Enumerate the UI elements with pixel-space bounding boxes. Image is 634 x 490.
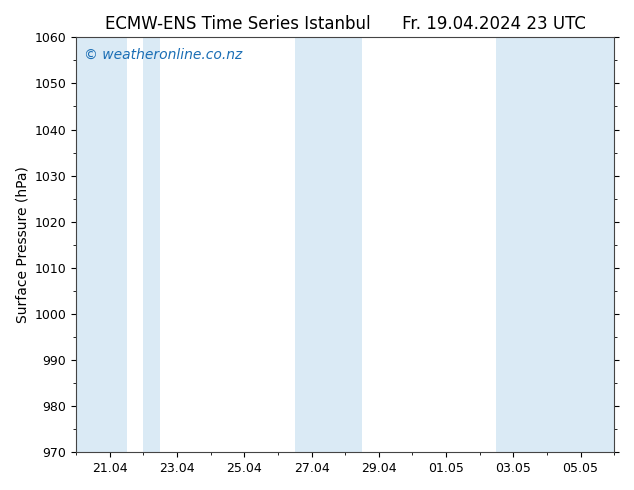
Title: ECMW-ENS Time Series Istanbul      Fr. 19.04.2024 23 UTC: ECMW-ENS Time Series Istanbul Fr. 19.04.… bbox=[105, 15, 586, 33]
Bar bbox=[143, 37, 160, 452]
Bar bbox=[76, 37, 127, 452]
Bar bbox=[496, 37, 530, 452]
Bar bbox=[295, 37, 328, 452]
Bar bbox=[530, 37, 614, 452]
Y-axis label: Surface Pressure (hPa): Surface Pressure (hPa) bbox=[15, 167, 29, 323]
Bar bbox=[328, 37, 362, 452]
Text: © weatheronline.co.nz: © weatheronline.co.nz bbox=[84, 48, 242, 62]
